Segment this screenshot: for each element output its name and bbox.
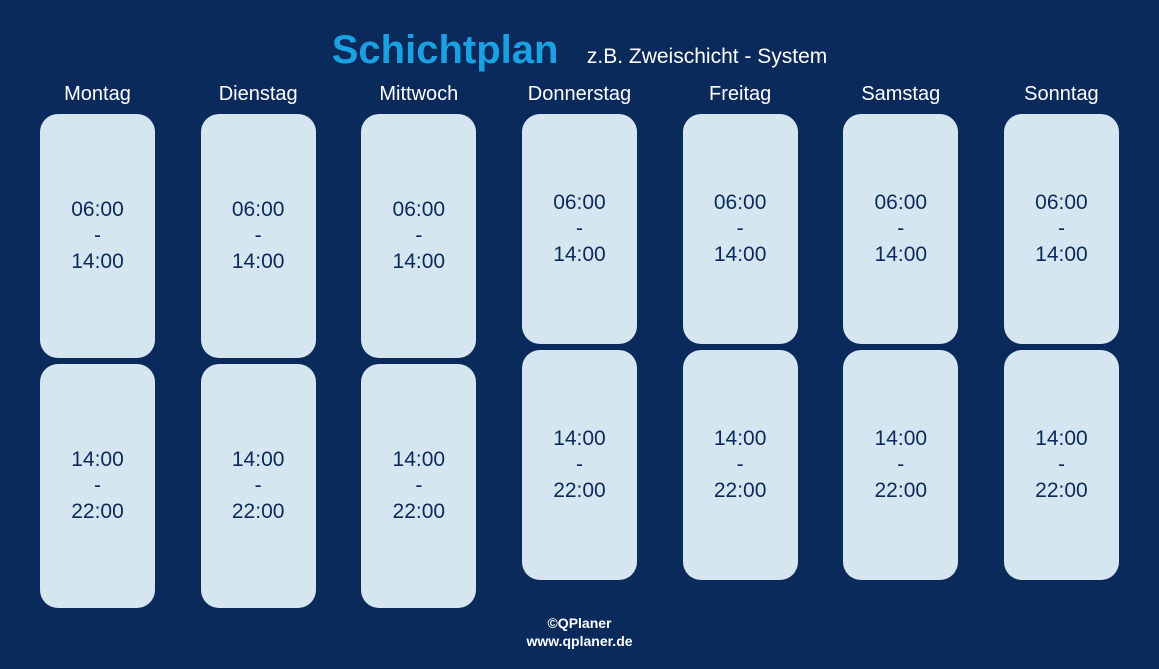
shift-start: 14:00 [393, 447, 446, 473]
shift-start: 06:00 [232, 197, 285, 223]
day-label: Freitag [709, 83, 771, 106]
shift-end: 14:00 [714, 242, 767, 268]
shift-separator: - [737, 216, 744, 242]
shift-end: 14:00 [71, 249, 124, 275]
shift-card: 14:00-22:00 [40, 364, 155, 608]
shift-end: 14:00 [1035, 242, 1088, 268]
day-label: Montag [64, 83, 131, 106]
shift-separator: - [255, 473, 262, 499]
shift-card: 14:00-22:00 [843, 350, 958, 580]
day-label: Mittwoch [379, 83, 458, 106]
shift-separator: - [737, 452, 744, 478]
shift-card: 14:00-22:00 [522, 350, 637, 580]
shift-start: 14:00 [71, 447, 124, 473]
shift-card: 06:00-14:00 [201, 114, 316, 358]
day-column: Donnerstag06:00-14:0014:00-22:00 [522, 83, 637, 608]
shift-start: 06:00 [71, 197, 124, 223]
day-column: Dienstag06:00-14:0014:00-22:00 [201, 83, 316, 608]
shift-end: 22:00 [553, 478, 606, 504]
shift-end: 22:00 [714, 478, 767, 504]
shift-end: 14:00 [875, 242, 928, 268]
shift-end: 22:00 [875, 478, 928, 504]
shift-start: 06:00 [714, 190, 767, 216]
shift-separator: - [897, 216, 904, 242]
shift-separator: - [94, 473, 101, 499]
shift-separator: - [94, 223, 101, 249]
day-column: Montag06:00-14:0014:00-22:00 [40, 83, 155, 608]
shift-card: 14:00-22:00 [683, 350, 798, 580]
day-label: Sonntag [1024, 83, 1099, 106]
shift-separator: - [576, 452, 583, 478]
footer-copyright: ©QPlaner [40, 614, 1119, 632]
shift-card: 06:00-14:00 [843, 114, 958, 344]
shift-end: 22:00 [1035, 478, 1088, 504]
shift-separator: - [415, 473, 422, 499]
shift-start: 14:00 [875, 426, 928, 452]
shift-end: 14:00 [232, 249, 285, 275]
shift-card: 06:00-14:00 [1004, 114, 1119, 344]
shift-end: 22:00 [393, 499, 446, 525]
footer: ©QPlaner www.qplaner.de [40, 614, 1119, 650]
shift-end: 22:00 [71, 499, 124, 525]
shift-start: 06:00 [393, 197, 446, 223]
shift-start: 14:00 [1035, 426, 1088, 452]
day-column: Mittwoch06:00-14:0014:00-22:00 [361, 83, 476, 608]
shift-card: 06:00-14:00 [40, 114, 155, 358]
day-label: Samstag [861, 83, 940, 106]
day-label: Donnerstag [528, 83, 631, 106]
shift-separator: - [1058, 216, 1065, 242]
shift-start: 14:00 [714, 426, 767, 452]
day-label: Dienstag [219, 83, 298, 106]
shift-card: 06:00-14:00 [683, 114, 798, 344]
footer-url: www.qplaner.de [40, 632, 1119, 650]
header: Schichtplan z.B. Zweischicht - System [40, 28, 1119, 73]
shift-end: 14:00 [553, 242, 606, 268]
day-column: Samstag06:00-14:0014:00-22:00 [843, 83, 958, 608]
day-column: Sonntag06:00-14:0014:00-22:00 [1004, 83, 1119, 608]
shift-end: 22:00 [232, 499, 285, 525]
shift-separator: - [1058, 452, 1065, 478]
shift-start: 14:00 [553, 426, 606, 452]
shift-card: 14:00-22:00 [361, 364, 476, 608]
day-column: Freitag06:00-14:0014:00-22:00 [683, 83, 798, 608]
shift-separator: - [576, 216, 583, 242]
shift-start: 14:00 [232, 447, 285, 473]
schedule-grid: Montag06:00-14:0014:00-22:00Dienstag06:0… [40, 83, 1119, 608]
shift-separator: - [415, 223, 422, 249]
shift-card: 06:00-14:00 [522, 114, 637, 344]
shift-separator: - [255, 223, 262, 249]
page-subtitle: z.B. Zweischicht - System [587, 45, 827, 69]
shift-card: 06:00-14:00 [361, 114, 476, 358]
shift-card: 14:00-22:00 [201, 364, 316, 608]
shift-separator: - [897, 452, 904, 478]
shift-start: 06:00 [875, 190, 928, 216]
shift-end: 14:00 [393, 249, 446, 275]
shift-start: 06:00 [1035, 190, 1088, 216]
shift-card: 14:00-22:00 [1004, 350, 1119, 580]
page-title: Schichtplan [332, 28, 559, 73]
shift-start: 06:00 [553, 190, 606, 216]
page-root: Schichtplan z.B. Zweischicht - System Mo… [0, 0, 1159, 669]
